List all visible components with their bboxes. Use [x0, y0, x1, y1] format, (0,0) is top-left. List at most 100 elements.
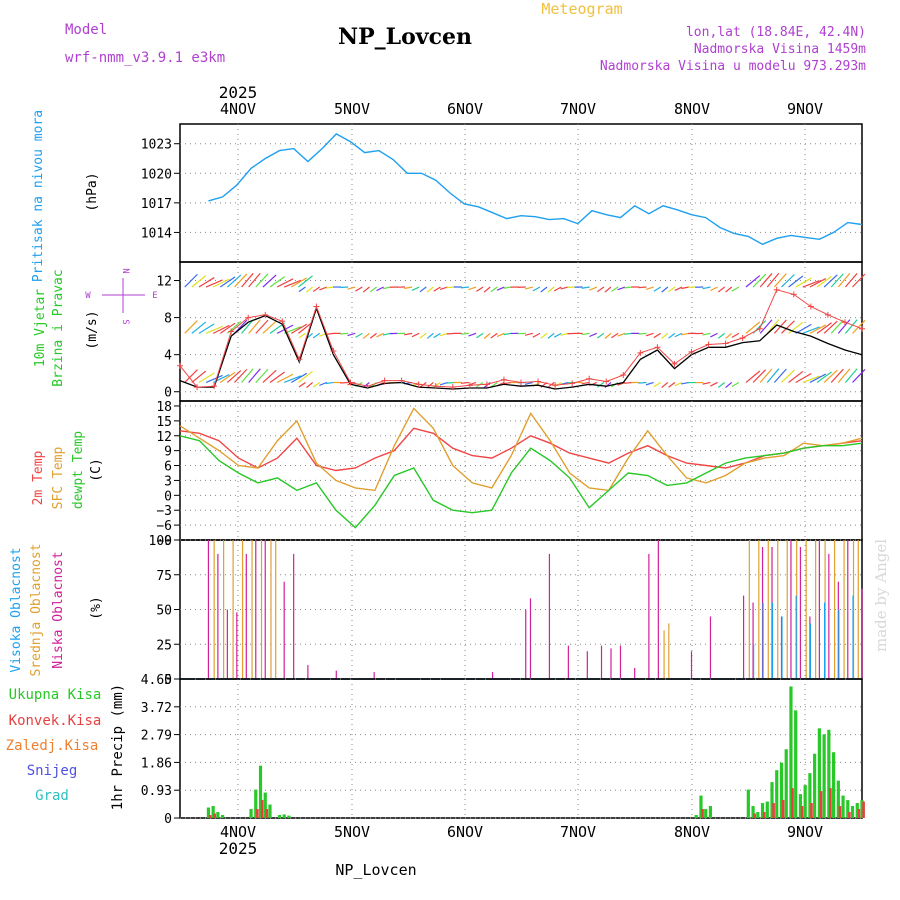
wind-gust-marker — [381, 377, 388, 384]
day-label-bottom: 7NOV — [560, 823, 596, 841]
wind-arrow — [788, 275, 804, 288]
wind-arrow — [702, 286, 711, 290]
wind-arrow — [645, 286, 654, 291]
wind-arrow — [852, 273, 866, 288]
wind-arrow — [426, 286, 434, 293]
wind-gust-marker — [535, 378, 542, 385]
precip-bar-total — [850, 806, 855, 818]
wind-arrow — [681, 332, 690, 336]
wind-arrow — [476, 332, 484, 339]
wind-arrow — [439, 286, 448, 291]
wind-arrow — [198, 277, 215, 288]
y-tick-label: 4 — [164, 349, 172, 364]
wind-gust-marker — [466, 382, 473, 389]
wind-arrow — [752, 273, 767, 288]
pressure-title: Pritisak na nivou mora — [31, 110, 46, 282]
wind-arrow — [347, 332, 356, 337]
wind-arrow — [234, 273, 248, 288]
wind-arrow — [496, 286, 505, 291]
precip-bar-total — [263, 792, 267, 818]
compass-icon: W E N S — [85, 268, 157, 324]
wind-arrow — [773, 368, 787, 383]
wind-arrow — [752, 369, 767, 383]
precip-legend-1: Konvek.Kisa — [9, 713, 102, 729]
wind-gust-marker — [841, 319, 848, 326]
wind-arrow — [298, 381, 306, 388]
wind-arrow — [731, 286, 740, 292]
header: Model wrf-nmm_v3.9.1 e3km NP_Lovcen Mete… — [65, 0, 890, 879]
wind-arrow — [759, 368, 773, 383]
wind-arrow — [624, 332, 633, 335]
precip-bar-total — [277, 815, 282, 818]
precip-bar-total — [846, 800, 850, 818]
precip-bar-total — [216, 812, 220, 818]
precip-bar-total — [760, 803, 765, 818]
wind-gust-marker — [228, 328, 235, 335]
precip-bar-conv — [848, 812, 851, 818]
precip-bar-total — [860, 800, 864, 818]
wind-arrow — [837, 368, 851, 383]
wind-arrow — [376, 332, 384, 338]
precip-bar-conv — [208, 815, 212, 818]
temp-label-2m: 2m Temp — [31, 450, 46, 505]
wind-gust-marker — [552, 382, 559, 389]
day-label-bottom: 4NOV — [220, 823, 256, 841]
wind-arrow — [255, 368, 269, 383]
wind-arrow — [773, 273, 787, 288]
wind-arrow — [483, 332, 491, 339]
wind-arrow — [290, 372, 308, 383]
precip-bar-total — [808, 773, 812, 818]
wind-arrow — [702, 381, 711, 385]
compass-e: E — [152, 291, 157, 301]
day-label-top: 9NOV — [787, 100, 823, 118]
wind-arrow — [191, 370, 207, 383]
wind-arrow — [581, 332, 590, 336]
precip-legend-0: Ukupna Kisa — [9, 687, 102, 703]
y-tick-label: 4.65 — [141, 673, 172, 688]
wind-arrow — [248, 368, 261, 383]
precip-bar-conv — [772, 803, 775, 818]
wind-gust-marker — [483, 381, 490, 388]
wind-arrow — [668, 332, 676, 339]
wind-gust-marker — [637, 349, 644, 356]
wind-gust-marker — [603, 378, 610, 385]
wind-arrow — [547, 286, 555, 293]
wind-arrow — [844, 272, 858, 288]
temp-label-sfc: SFC Temp — [51, 447, 66, 510]
wind-arrow — [816, 371, 832, 383]
wind-arrow — [788, 321, 804, 334]
precip-bar-total — [855, 803, 859, 818]
wind-arrow — [468, 332, 477, 337]
wind-arrow — [241, 272, 254, 288]
y-tick-label: 1020 — [141, 167, 172, 182]
precip-bar-conv — [762, 812, 766, 818]
wind-arrow — [547, 381, 555, 388]
wind-arrow — [198, 372, 215, 383]
pressure-line — [208, 133, 863, 246]
wind-arrow — [745, 321, 761, 334]
wind-arrow — [298, 370, 313, 383]
wind-arrow — [490, 286, 498, 293]
day-label-bottom: 5NOV — [334, 823, 370, 841]
wind-arrow — [681, 286, 690, 290]
wind-gust-marker — [279, 318, 286, 325]
wind-arrow — [219, 371, 236, 383]
wind-gust-marker — [688, 348, 695, 355]
page-title: NP_Lovcen — [338, 24, 472, 50]
wind-arrow — [540, 332, 548, 339]
wind-arrow — [725, 382, 733, 388]
wind-arrow — [589, 332, 598, 338]
wind-arrow — [283, 279, 302, 288]
wind-arrow — [503, 286, 512, 289]
wind-ylabel: (m/s) — [85, 310, 100, 349]
wind-arrow — [476, 286, 484, 292]
location-coords: lon,lat (18.84E, 42.4N) — [686, 25, 866, 40]
wind-arrow — [355, 332, 363, 338]
wind-arrow — [184, 369, 198, 383]
y-tick-label: 9 — [164, 445, 172, 460]
wind-arrow — [611, 286, 619, 292]
precip-bar-total — [746, 789, 750, 818]
wind-arrow — [184, 320, 198, 334]
wind-arrow — [668, 286, 676, 293]
